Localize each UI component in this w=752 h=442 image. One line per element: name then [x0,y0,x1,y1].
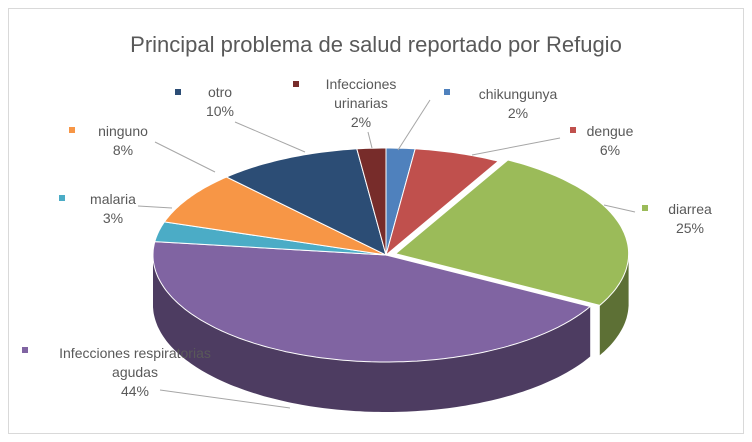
data-label: diarrea 25% [660,200,720,238]
chart-title: Principal problema de salud reportado po… [130,32,622,57]
leader-line [603,204,636,213]
slice [152,241,592,363]
percent-label: 6% [599,142,621,158]
category-name: Infecciones urinarias [325,76,397,111]
data-label: chikungunya 2% [458,85,578,123]
slice [356,147,387,256]
category-name: Infecciones respiratorias agudas [59,345,211,380]
data-label: ninguno 8% [88,122,158,160]
label-marker [642,205,648,211]
category-name: malaria [90,191,136,207]
category-name: diarrea [668,201,712,217]
chart-frame [8,8,744,434]
leader-line [471,137,561,156]
category-name: chikungunya [478,86,558,102]
label-marker [570,127,576,133]
percent-label: 8% [112,142,134,158]
label-marker [175,89,181,95]
label-marker [22,347,28,353]
slice-side [153,255,591,412]
slice [163,176,387,256]
leader-line [159,389,291,409]
data-label: otro 10% [190,83,250,121]
percent-label: 2% [350,114,372,130]
label-marker [69,127,75,133]
percent-label: 2% [507,105,529,121]
slice [225,148,387,256]
slice [385,148,500,257]
percent-label: 44% [120,383,150,399]
category-name: otro [207,84,233,100]
leader-line [234,121,306,153]
data-label: dengue 6% [580,122,640,160]
label-marker [444,89,450,95]
category-name: ninguno [98,123,148,139]
label-marker [293,81,299,87]
category-name: dengue [586,123,634,139]
data-label: Infecciones urinarias 2% [316,75,406,132]
leader-line [397,99,431,151]
data-label: malaria 3% [82,190,144,228]
label-marker [59,195,65,201]
percent-label: 10% [205,103,235,119]
slice [394,159,630,306]
slice-side [599,253,629,356]
leader-line [137,205,173,209]
percent-label: 25% [675,220,705,236]
percent-label: 3% [102,210,124,226]
data-label: Infecciones respiratorias agudas 44% [45,344,225,401]
leader-line [367,131,373,149]
leader-line [154,141,216,173]
